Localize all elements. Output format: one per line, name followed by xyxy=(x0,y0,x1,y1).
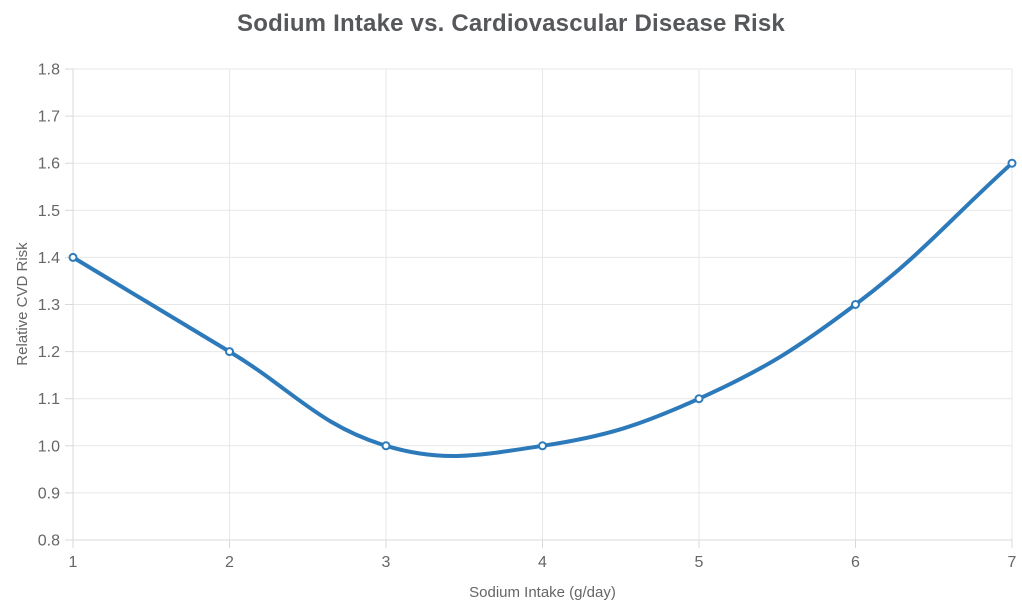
y-tick-label: 1.7 xyxy=(38,109,60,126)
data-point[interactable] xyxy=(694,394,704,404)
y-tick-label: 1.0 xyxy=(38,438,60,455)
y-axis-title-text: Relative CVD Risk xyxy=(14,242,31,366)
x-tick-label: 3 xyxy=(382,554,391,571)
data-point[interactable] xyxy=(538,441,547,451)
data-point[interactable] xyxy=(381,441,391,451)
y-tick-label: 1.6 xyxy=(38,156,60,173)
x-axis-title: Sodium Intake (g/day) xyxy=(469,584,616,601)
x-tick-label: 2 xyxy=(225,554,234,571)
x-tick-label: 4 xyxy=(538,554,547,571)
chart-title: Sodium Intake vs. Cardiovascular Disease… xyxy=(237,10,785,37)
y-tick-label: 1.2 xyxy=(38,344,60,361)
data-point[interactable] xyxy=(1007,158,1017,168)
y-tick-label: 1.1 xyxy=(38,391,60,408)
y-tick-label: 0.9 xyxy=(38,485,60,502)
x-tick-label: 6 xyxy=(851,554,860,571)
y-tick-label: 1.4 xyxy=(38,250,60,267)
y-tick-label: 1.8 xyxy=(38,62,60,79)
x-tick-label: 1 xyxy=(69,554,78,571)
y-tick-label: 0.8 xyxy=(38,533,60,550)
y-tick-label: 1.3 xyxy=(38,297,60,314)
data-point[interactable] xyxy=(68,252,78,262)
data-point[interactable] xyxy=(225,347,234,357)
x-tick-label: 7 xyxy=(1008,554,1017,571)
data-point[interactable] xyxy=(851,300,860,309)
y-tick-label: 1.5 xyxy=(38,203,60,220)
x-tick-label: 5 xyxy=(695,554,704,571)
